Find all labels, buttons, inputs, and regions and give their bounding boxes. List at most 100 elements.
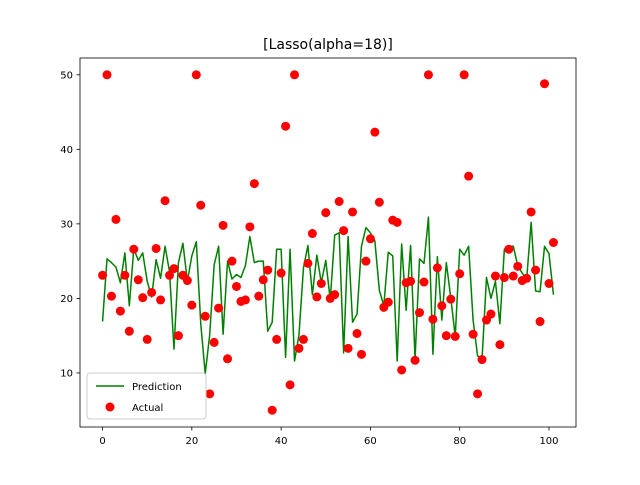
- actual-point: [437, 301, 447, 311]
- actual-point: [477, 355, 487, 365]
- actual-point: [473, 389, 483, 399]
- actual-point: [312, 292, 322, 302]
- actual-point: [231, 281, 241, 291]
- plot-marks: [98, 70, 558, 415]
- actual-point: [129, 244, 139, 254]
- actual-point: [406, 276, 416, 286]
- x-tick-label: 100: [539, 436, 558, 447]
- chart-title: [Lasso(alpha=18)]: [263, 37, 393, 53]
- actual-point: [548, 238, 558, 247]
- actual-point: [526, 207, 536, 217]
- actual-point: [285, 380, 295, 390]
- actual-point: [441, 331, 451, 341]
- actual-point: [468, 329, 478, 339]
- actual-point: [499, 273, 509, 283]
- legend-box: [86, 372, 207, 420]
- y-tick-label: 10: [60, 368, 73, 379]
- actual-point: [124, 326, 134, 336]
- actual-point: [459, 70, 469, 80]
- actual-point: [272, 334, 282, 344]
- legend-actual-label: Actual: [132, 403, 163, 414]
- actual-point: [544, 279, 554, 288]
- actual-point: [307, 229, 317, 239]
- actual-point: [428, 314, 438, 324]
- actual-point: [410, 355, 420, 365]
- actual-point: [133, 275, 143, 285]
- x-tick-label: 80: [453, 436, 466, 447]
- actual-point: [147, 287, 157, 297]
- actual-point: [98, 270, 108, 280]
- actual-point: [365, 234, 375, 244]
- legend-actual-swatch: [105, 402, 115, 412]
- actual-point: [535, 317, 545, 327]
- actual-point: [450, 331, 460, 341]
- actual-point: [432, 263, 442, 273]
- actual-point: [102, 70, 112, 80]
- actual-point: [294, 343, 304, 353]
- actual-point: [258, 275, 268, 285]
- actual-point: [115, 306, 125, 316]
- actual-point: [254, 291, 264, 301]
- y-tick-label: 40: [60, 145, 73, 156]
- actual-point: [339, 226, 349, 236]
- actual-point: [490, 271, 500, 281]
- actual-point: [334, 197, 344, 206]
- actual-point: [423, 70, 433, 80]
- actual-point: [281, 121, 291, 131]
- x-tick-label: 20: [185, 436, 198, 447]
- actual-point: [267, 405, 277, 415]
- actual-point: [486, 309, 496, 319]
- actual-point: [330, 290, 340, 300]
- actual-point: [316, 279, 326, 288]
- plot-frame: [79, 57, 577, 428]
- actual-point: [196, 200, 206, 210]
- actual-point: [169, 264, 179, 274]
- actual-point: [303, 258, 313, 268]
- prediction-line: [101, 216, 555, 375]
- actual-point: [142, 334, 152, 344]
- actual-point: [348, 207, 358, 217]
- actual-point: [138, 293, 148, 303]
- actual-point: [187, 300, 197, 310]
- actual-point: [245, 222, 255, 232]
- actual-point: [419, 277, 429, 287]
- actual-point: [397, 365, 407, 375]
- actual-point: [464, 171, 474, 181]
- actual-point: [343, 343, 353, 353]
- legend-prediction-label: Prediction: [132, 382, 182, 393]
- actual-point: [504, 244, 514, 254]
- actual-point: [540, 79, 550, 89]
- actual-point: [370, 127, 380, 137]
- actual-point: [392, 217, 402, 227]
- actual-point: [383, 297, 393, 307]
- actual-point: [165, 270, 175, 280]
- actual-point: [513, 261, 523, 271]
- actual-point: [374, 197, 384, 207]
- actual-point: [415, 308, 425, 318]
- x-tick-label: 0: [99, 436, 105, 447]
- y-tick-label: 20: [60, 294, 73, 305]
- actual-point: [227, 256, 237, 266]
- actual-point: [173, 331, 183, 341]
- actual-point: [191, 70, 201, 80]
- actual-point: [249, 179, 259, 189]
- actual-point: [111, 214, 121, 224]
- actual-point: [106, 291, 116, 301]
- actual-point: [298, 334, 308, 344]
- actual-point: [352, 328, 362, 338]
- actual-point: [120, 270, 130, 280]
- x-tick-label: 40: [275, 436, 288, 447]
- actual-point: [290, 70, 300, 80]
- x-tick-label: 60: [364, 436, 377, 447]
- actual-point: [531, 265, 541, 275]
- actual-point: [321, 208, 331, 218]
- legend: Prediction Actual: [86, 372, 207, 420]
- y-tick-label: 50: [60, 70, 73, 81]
- actual-point: [151, 243, 161, 253]
- actual-point: [522, 273, 532, 283]
- actual-point: [455, 269, 465, 279]
- actual-point: [495, 340, 505, 350]
- actual-point: [508, 271, 518, 281]
- axes: 0 20 40 60 80 100 10 20 30 40 50: [60, 57, 577, 447]
